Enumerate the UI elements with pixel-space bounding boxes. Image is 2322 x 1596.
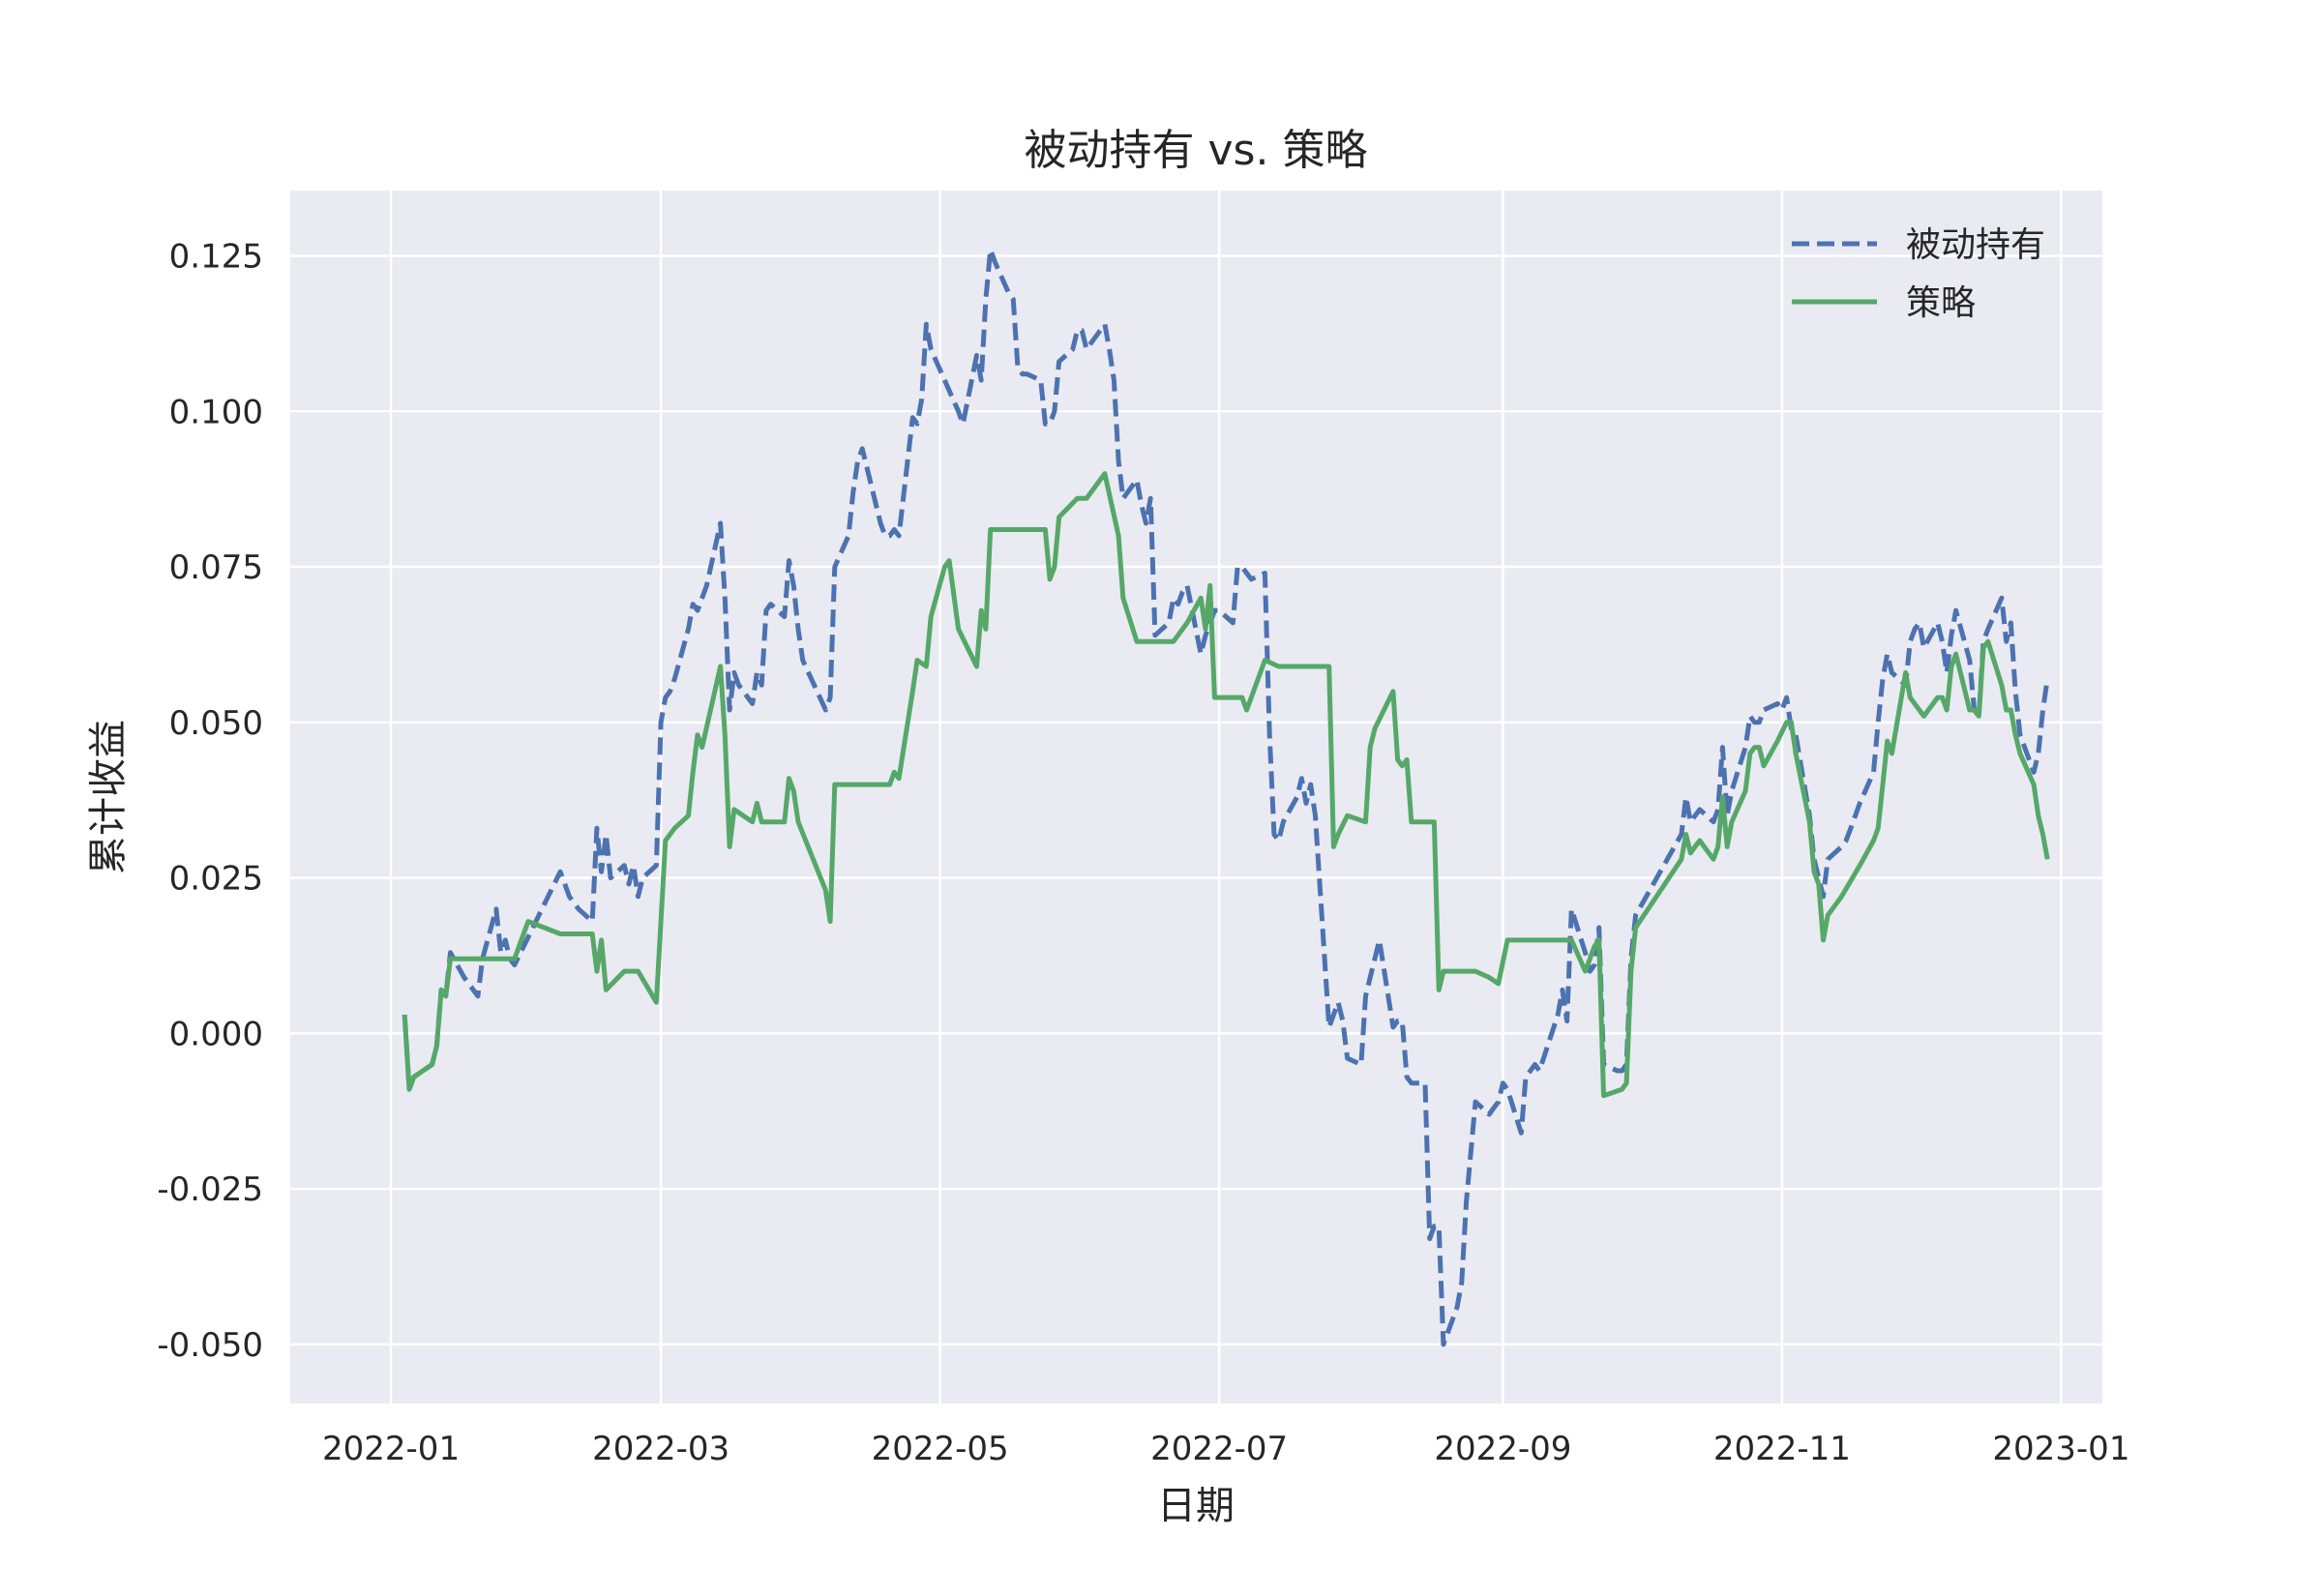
- legend-label-passive: 被动持有: [1906, 225, 2045, 265]
- series-layer: [402, 247, 2050, 1347]
- x-tick-label: 2022-07: [1150, 1430, 1288, 1468]
- legend-label-strategy: 策略: [1906, 283, 1976, 323]
- plot-area: [290, 191, 2102, 1404]
- x-tick-label: 2022-09: [1434, 1430, 1571, 1468]
- y-tick-label: 0.100: [169, 393, 263, 431]
- series-line-passive: [402, 247, 2050, 1347]
- y-tick-label: 0.025: [169, 860, 263, 899]
- y-tick-label: 0.050: [169, 704, 263, 743]
- legend: 被动持有 策略: [1792, 225, 2045, 323]
- chart-title: 被动持有 vs. 策略: [1025, 126, 1368, 175]
- x-axis-title: 日期: [1157, 1484, 1235, 1528]
- series-line-strategy: [402, 471, 2050, 1099]
- x-tick-label: 2022-05: [872, 1430, 1009, 1468]
- y-tick-label: 0.000: [169, 1015, 263, 1053]
- y-axis-title: 累计收益: [86, 720, 131, 874]
- tick-labels: 2022-01 2022-03 2022-05 2022-07 2022-09 2022-…: [157, 238, 2129, 1468]
- x-tick-label: 2023-01: [1992, 1430, 2129, 1468]
- y-tick-label: 0.125: [169, 238, 263, 277]
- x-tick-label: 2022-03: [592, 1430, 729, 1468]
- y-tick-label: 0.075: [169, 548, 263, 587]
- x-tick-label: 2022-01: [322, 1430, 460, 1468]
- y-tick-label: -0.025: [157, 1170, 263, 1209]
- y-tick-label: -0.050: [157, 1326, 263, 1365]
- x-tick-label: 2022-11: [1713, 1430, 1851, 1468]
